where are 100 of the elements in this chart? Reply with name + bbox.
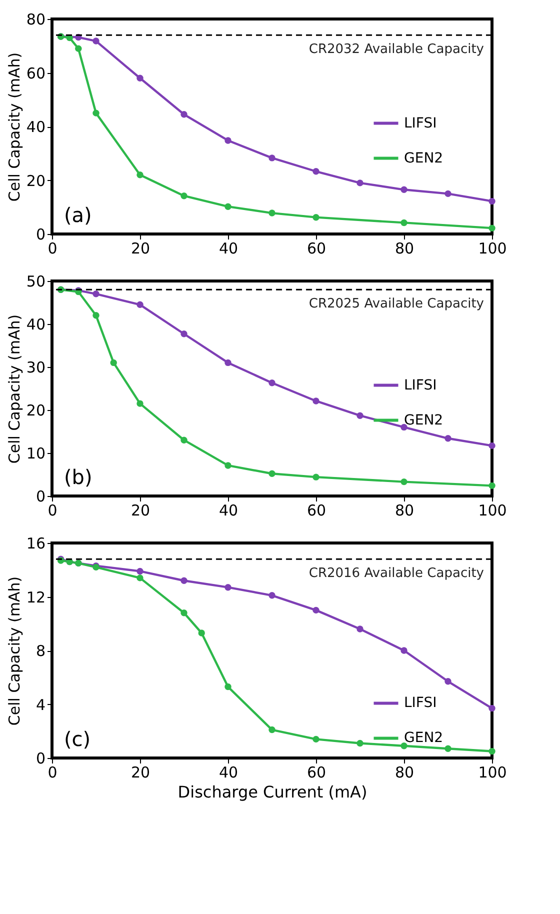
point <box>180 330 188 338</box>
ref-line-label: CR2032 Available Capacity <box>308 42 484 58</box>
point <box>400 186 408 194</box>
point <box>75 45 82 52</box>
point <box>224 137 232 144</box>
point <box>110 359 117 366</box>
point <box>400 742 408 750</box>
legend-label: LIFSI <box>404 115 437 132</box>
y-axis-title: Cell Capacity (mAh) <box>5 314 24 464</box>
point <box>136 400 144 407</box>
x-axis-title: Discharge Current (mA) <box>178 782 368 802</box>
y-tick-label: 0 <box>36 750 46 768</box>
point <box>444 190 452 198</box>
point <box>488 704 496 712</box>
point <box>136 568 144 575</box>
point <box>444 745 452 752</box>
y-tick-label: 20 <box>26 402 46 420</box>
x-tick-label: 100 <box>478 502 507 520</box>
point <box>488 442 496 450</box>
point <box>198 630 205 636</box>
point <box>224 683 232 690</box>
y-tick-label: 30 <box>26 358 46 376</box>
point <box>312 736 320 743</box>
point <box>356 740 364 747</box>
point <box>92 290 100 298</box>
point <box>400 647 408 654</box>
x-tick-label: 80 <box>394 240 414 258</box>
point <box>488 224 496 232</box>
x-tick-label: 20 <box>130 240 150 258</box>
point <box>180 436 188 444</box>
y-tick-label: 40 <box>26 316 46 334</box>
point <box>400 424 408 431</box>
point <box>268 726 276 734</box>
point <box>268 154 276 162</box>
point <box>136 172 144 178</box>
point <box>312 214 320 221</box>
point <box>180 577 188 584</box>
x-tick-label: 60 <box>306 240 326 258</box>
x-tick-label: 0 <box>48 240 58 258</box>
point <box>444 435 452 442</box>
x-tick-label: 40 <box>218 502 238 520</box>
point <box>444 678 452 685</box>
point <box>356 626 364 632</box>
y-axis-title: Cell Capacity (mAh) <box>5 52 24 202</box>
legend-label: GEN2 <box>404 730 444 746</box>
ref-line-label: CR2016 Available Capacity <box>308 566 484 582</box>
point <box>400 219 408 226</box>
y-tick-label: 8 <box>36 642 46 660</box>
point <box>268 210 276 216</box>
legend-label: LIFSI <box>404 695 437 712</box>
point <box>268 470 276 477</box>
point <box>136 301 144 308</box>
x-tick-label: 20 <box>130 764 150 782</box>
y-tick-label: 10 <box>26 444 46 462</box>
y-tick-label: 60 <box>26 64 46 82</box>
ref-line-label: CR2025 Available Capacity <box>308 296 484 312</box>
x-tick-label: 0 <box>48 502 58 520</box>
point <box>224 203 232 210</box>
point <box>488 482 496 490</box>
y-tick-label: 20 <box>26 172 46 190</box>
y-tick-label: 50 <box>26 272 46 290</box>
x-tick-label: 40 <box>218 764 238 782</box>
legend-label: GEN2 <box>404 412 444 428</box>
y-tick-label: 40 <box>26 118 46 136</box>
point <box>224 584 232 591</box>
y-axis-title: Cell Capacity (mAh) <box>5 576 24 726</box>
y-tick-label: 80 <box>26 10 46 28</box>
point <box>312 474 320 480</box>
annotation: (c) <box>64 727 91 751</box>
x-tick-label: 100 <box>478 764 507 782</box>
x-tick-label: 60 <box>306 502 326 520</box>
x-tick-label: 80 <box>394 764 414 782</box>
point <box>136 574 144 582</box>
point <box>488 198 496 205</box>
point <box>312 398 320 404</box>
point <box>356 180 364 186</box>
annotation: (a) <box>64 203 92 227</box>
point <box>180 192 188 200</box>
point <box>488 748 496 755</box>
x-tick-label: 80 <box>394 502 414 520</box>
y-tick-label: 16 <box>26 534 46 552</box>
point <box>268 380 276 386</box>
point <box>356 412 364 419</box>
y-tick-label: 0 <box>36 488 46 506</box>
legend-label: LIFSI <box>404 377 437 394</box>
point <box>312 606 320 614</box>
y-tick-label: 12 <box>26 588 46 606</box>
point <box>400 478 408 486</box>
point <box>92 38 100 44</box>
point <box>224 462 232 469</box>
point <box>180 610 188 616</box>
point <box>224 359 232 366</box>
x-tick-label: 0 <box>48 764 58 782</box>
point <box>92 312 100 319</box>
x-tick-label: 40 <box>218 240 238 258</box>
x-tick-label: 20 <box>130 502 150 520</box>
x-tick-label: 60 <box>306 764 326 782</box>
y-tick-label: 4 <box>36 696 46 714</box>
point <box>136 74 144 82</box>
point <box>312 168 320 175</box>
